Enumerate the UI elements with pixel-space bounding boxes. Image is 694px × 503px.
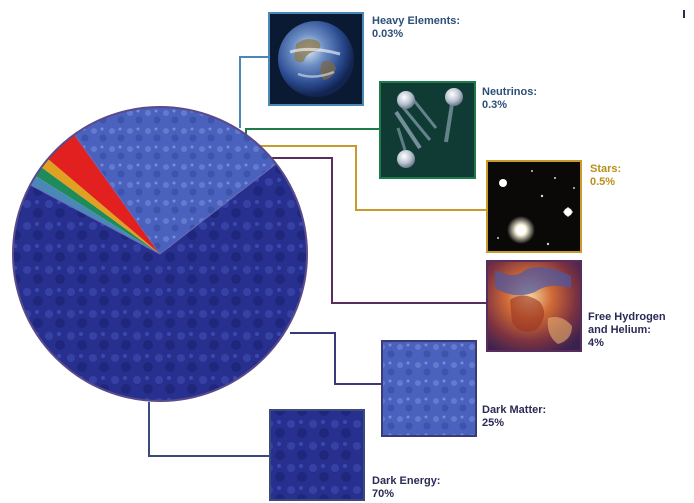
stars-value: 0.5% xyxy=(590,176,616,188)
slice-neutrinos xyxy=(35,167,160,254)
connector-neutrinos xyxy=(245,128,380,137)
connector-dark-energy xyxy=(148,402,270,457)
heavy-elements-label: Heavy Elements: 0.03% xyxy=(372,15,460,41)
slice-stars xyxy=(41,158,160,254)
dark-energy-thumbnail xyxy=(269,409,365,501)
free-hydrogen-name-1: Free Hydrogen xyxy=(588,311,666,323)
free-hydrogen-helium-label: Free Hydrogen and Helium: 4% xyxy=(588,311,666,350)
neutrinos-name: Neutrinos: xyxy=(482,86,537,98)
heavy-elements-value: 0.03% xyxy=(372,28,404,40)
slice-heavy-elements xyxy=(30,175,161,254)
free-hydrogen-value: 4% xyxy=(588,337,604,349)
neutrinos-label: Neutrinos: 0.3% xyxy=(482,86,537,112)
stars-label: Stars: 0.5% xyxy=(590,163,621,189)
dark-matter-value: 25% xyxy=(482,417,505,429)
connector-heavy-elements xyxy=(239,56,269,128)
dark-energy-value: 70% xyxy=(372,488,395,500)
star-field-thumbnail xyxy=(486,160,582,253)
dark-matter-label: Dark Matter: 25% xyxy=(482,404,546,430)
neutrino-thumbnail xyxy=(379,81,476,179)
dark-energy-label: Dark Energy: 70% xyxy=(372,475,440,501)
slice-free-hydrogen-helium xyxy=(47,134,161,254)
edge-mark xyxy=(683,10,685,18)
connector-dark-matter xyxy=(290,332,382,385)
earth-thumbnail xyxy=(268,12,364,106)
heavy-elements-name: Heavy Elements: xyxy=(372,15,461,27)
neutrinos-value: 0.3% xyxy=(482,99,508,111)
free-hydrogen-name-2: and Helium: xyxy=(588,324,651,336)
connector-free-hydrogen-helium xyxy=(268,157,487,304)
pie-outline xyxy=(12,106,308,402)
stars-name: Stars: xyxy=(590,163,622,175)
dark-energy-name: Dark Energy: xyxy=(372,475,441,487)
connector-stars xyxy=(256,145,487,211)
pie-chart xyxy=(12,106,308,402)
dark-matter-thumbnail xyxy=(381,340,477,437)
nebula-thumbnail xyxy=(486,260,582,352)
dark-matter-name: Dark Matter: xyxy=(482,404,547,416)
